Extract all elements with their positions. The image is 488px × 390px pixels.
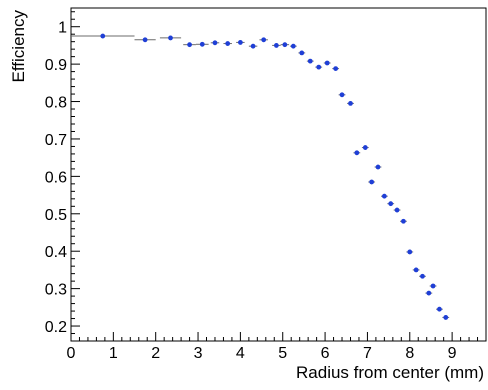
x-tick-label: 3 xyxy=(194,345,203,362)
data-point xyxy=(199,41,205,47)
x-tick-label: 2 xyxy=(151,345,160,362)
x-axis: 0 1 2 3 4 5 6 7 8 9 xyxy=(67,332,487,362)
x-tick-label: 7 xyxy=(363,345,372,362)
data-point xyxy=(381,193,387,199)
x-tick-label: 9 xyxy=(448,345,457,362)
data-point xyxy=(100,33,106,39)
data-point xyxy=(333,66,339,72)
data-point xyxy=(394,207,400,213)
data-point xyxy=(225,41,231,46)
data-point xyxy=(413,267,419,273)
plot-frame xyxy=(70,7,487,342)
y-tick-label: 0.4 xyxy=(45,244,67,261)
data-point xyxy=(437,306,442,312)
y-tick-label: 0.6 xyxy=(45,169,67,186)
y-tick-label: 0.3 xyxy=(45,282,67,299)
data-point xyxy=(142,37,148,43)
x-tick-label: 4 xyxy=(236,345,245,362)
y-tick-label: 0.9 xyxy=(45,57,67,74)
x-tick-label: 6 xyxy=(321,345,330,362)
data-point xyxy=(362,145,368,150)
data-point xyxy=(430,283,436,289)
y-tick-label: 0.8 xyxy=(45,95,67,112)
y-axis: 0.2 0.3 0.4 0.5 0.6 0.7 0.8 0.9 1 xyxy=(45,11,80,342)
data-point xyxy=(290,43,296,49)
x-axis-title: Radius from center (mm) xyxy=(296,363,484,382)
data-point xyxy=(420,273,425,279)
y-tick-label: 0.7 xyxy=(45,132,67,149)
data-point xyxy=(369,179,375,185)
data-point xyxy=(282,42,288,48)
data-point xyxy=(324,60,330,66)
data-points xyxy=(100,33,449,320)
data-point xyxy=(348,101,353,106)
data-point xyxy=(388,201,394,207)
x-tick-label: 1 xyxy=(109,345,118,362)
y-axis-title: Efficiency xyxy=(9,10,28,83)
data-point xyxy=(443,315,449,320)
data-point xyxy=(339,92,345,98)
data-point xyxy=(261,37,267,43)
y-tick-label: 1 xyxy=(58,20,67,37)
y-tick-label: 0.5 xyxy=(45,207,67,224)
data-point xyxy=(187,42,192,48)
data-point xyxy=(401,218,406,224)
data-point xyxy=(299,50,305,56)
data-point xyxy=(168,35,173,41)
x-tick-label: 0 xyxy=(67,345,76,362)
x-tick-label: 5 xyxy=(278,345,287,362)
x-tick-label: 8 xyxy=(405,345,414,362)
data-point xyxy=(426,290,432,296)
error-bars xyxy=(71,34,450,320)
data-point xyxy=(407,249,413,255)
data-point xyxy=(354,150,360,156)
data-point xyxy=(237,40,243,45)
data-point xyxy=(375,164,381,170)
data-point xyxy=(250,43,256,49)
data-point xyxy=(212,40,218,46)
data-point xyxy=(316,64,322,70)
data-point xyxy=(307,58,313,64)
data-point xyxy=(273,43,279,48)
y-tick-label: 0.2 xyxy=(45,319,67,336)
